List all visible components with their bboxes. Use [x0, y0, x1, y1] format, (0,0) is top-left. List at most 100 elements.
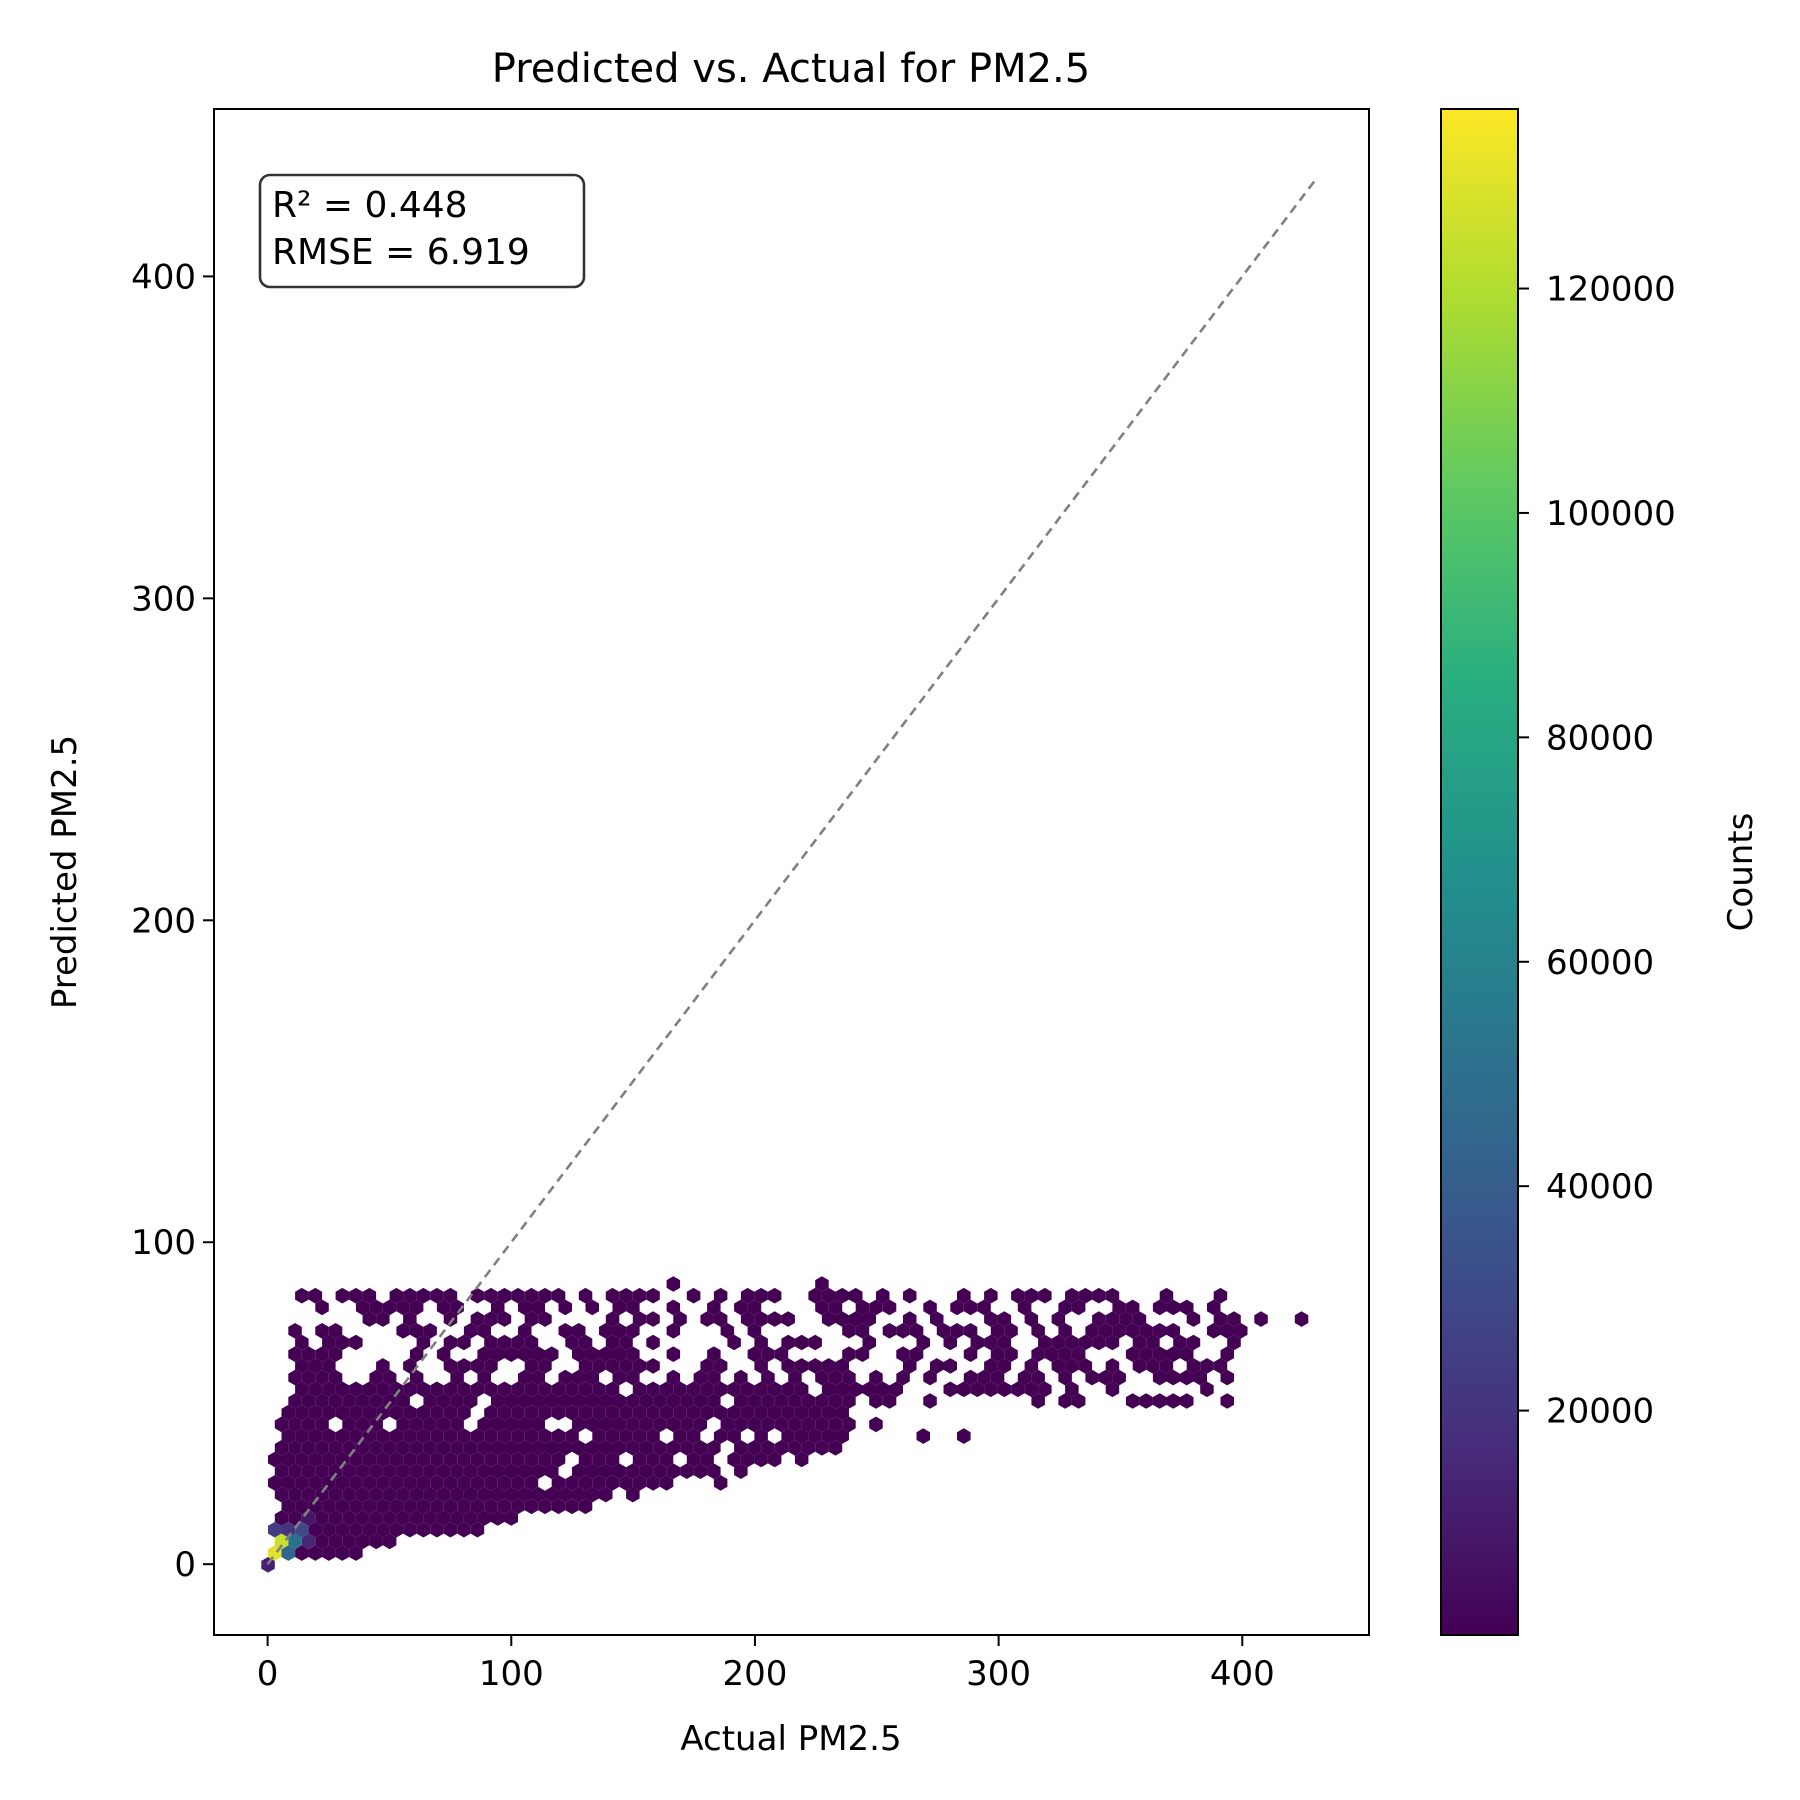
hexbin-cell — [382, 1369, 397, 1386]
hexbin-cell — [477, 1486, 491, 1503]
hexbin-cell — [1180, 1369, 1194, 1386]
hexbin-cell — [585, 1463, 599, 1479]
hexbin-cell — [403, 1311, 417, 1327]
hexbin-cell — [551, 1381, 566, 1398]
hexbin-cell — [538, 1451, 552, 1468]
hexbin-cell — [274, 1533, 289, 1550]
hexbin-cell — [335, 1521, 350, 1538]
hexbin-cell — [734, 1463, 748, 1479]
hexbin-cell — [957, 1428, 971, 1444]
hexbin-cell — [281, 1428, 296, 1444]
hexbin-cell — [923, 1369, 937, 1386]
hexbin-cell — [754, 1404, 768, 1421]
hexbin-cell — [869, 1416, 883, 1433]
colorbar-tick-label: 60000 — [1546, 943, 1654, 983]
hexbin-cell — [713, 1311, 728, 1327]
hexbin-cell — [443, 1358, 458, 1374]
hexbin-cell — [882, 1299, 897, 1316]
hexbin-cell — [274, 1510, 289, 1526]
hexbin-cell — [443, 1404, 458, 1421]
hexbin-cell — [565, 1498, 579, 1515]
hexbin-cell — [849, 1287, 863, 1304]
hexbin-cell — [747, 1323, 762, 1339]
hexbin-cell — [761, 1416, 775, 1433]
hexbin-cell — [376, 1358, 390, 1374]
hexbin-cell — [308, 1498, 323, 1515]
hexbin-cell — [423, 1486, 437, 1503]
hexbin-cell — [558, 1323, 572, 1339]
hexbin-cell — [558, 1299, 572, 1316]
hexbin-cell — [666, 1416, 681, 1433]
hexbin-cell — [1105, 1381, 1120, 1398]
hexbin-cell — [1146, 1358, 1160, 1374]
hexbin-cell — [1132, 1358, 1147, 1374]
hexbin-cell — [605, 1358, 620, 1374]
hexbin-cell — [869, 1393, 883, 1409]
hexbin-cell — [430, 1428, 444, 1444]
hexbin-cell — [720, 1416, 735, 1433]
hexbin-cell — [443, 1287, 458, 1304]
hexbin-cell — [457, 1475, 471, 1491]
hexbin-cell — [842, 1416, 856, 1433]
hexbin-cell — [369, 1440, 383, 1456]
hexbin-cell — [997, 1311, 1012, 1327]
hexbin-cell — [626, 1393, 640, 1409]
hexbin-cell — [1200, 1381, 1214, 1398]
hexbin-cell — [308, 1545, 323, 1561]
hexbin-cell — [1024, 1381, 1039, 1398]
hexbin-cell — [1152, 1299, 1167, 1316]
hexbin-cell — [646, 1311, 660, 1327]
hexbin-cell — [484, 1334, 498, 1351]
hexbin-cell — [578, 1475, 593, 1491]
hexbin-cell — [504, 1416, 518, 1433]
x-tick-label: 300 — [966, 1654, 1031, 1694]
hexbin-cell — [653, 1440, 667, 1456]
hexbin-cell — [389, 1287, 404, 1304]
hexbin-cell — [1058, 1393, 1072, 1409]
hexbin-cell — [781, 1358, 795, 1374]
hexbin-layer — [261, 1276, 1309, 1573]
hexbin-cell — [518, 1486, 532, 1503]
x-axis-ticks: 0 100 200 300 400 — [257, 1635, 1275, 1694]
hexbin-cell — [484, 1498, 498, 1515]
hexbin-cell — [484, 1311, 498, 1327]
hexbin-cell — [308, 1428, 323, 1444]
hexbin-cell — [531, 1486, 545, 1503]
hexbin-cell — [781, 1311, 795, 1327]
hexbin-cell — [855, 1323, 870, 1339]
hexbin-cell — [808, 1404, 822, 1421]
hexbin-cell — [470, 1451, 485, 1468]
hexbin-cell — [680, 1463, 694, 1479]
hexbin-cell — [821, 1287, 836, 1304]
hexbin-cell — [713, 1287, 728, 1304]
hexbin-cell — [849, 1381, 863, 1398]
hexbin-cell — [551, 1475, 566, 1491]
hexbin-cell — [274, 1440, 289, 1456]
hexbin-cell — [700, 1358, 714, 1374]
hexbin-cell — [794, 1451, 809, 1468]
hexbin-cell — [328, 1369, 343, 1386]
hexbin-cell — [511, 1451, 525, 1468]
hexbin-cell — [592, 1404, 606, 1421]
hexbin-cell — [295, 1381, 309, 1398]
hexbin-cell — [680, 1393, 694, 1409]
hexbin-cell — [605, 1475, 620, 1491]
hexbin-cell — [524, 1498, 539, 1515]
hexbin-cell — [288, 1393, 302, 1409]
hexbin-cell — [909, 1346, 924, 1362]
hexbin-cell — [349, 1287, 363, 1304]
hexbin-cell — [923, 1393, 937, 1409]
hexbin-cell — [727, 1428, 741, 1444]
hexbin-cell — [416, 1521, 431, 1538]
hexbin-cell — [1186, 1358, 1201, 1374]
hexbin-cell — [491, 1463, 505, 1479]
hexbin-cell — [335, 1475, 350, 1491]
hexbin-cell — [1065, 1358, 1079, 1374]
rmse-text: RMSE = 6.919 — [272, 232, 530, 273]
hexbin-cell — [1105, 1287, 1120, 1304]
hexbin-cell — [315, 1510, 329, 1526]
hexbin-cell — [436, 1510, 451, 1526]
hexbin-cell — [713, 1475, 728, 1491]
hexbin-cell — [1294, 1311, 1309, 1327]
colorbar-tick-label: 100000 — [1546, 494, 1676, 534]
